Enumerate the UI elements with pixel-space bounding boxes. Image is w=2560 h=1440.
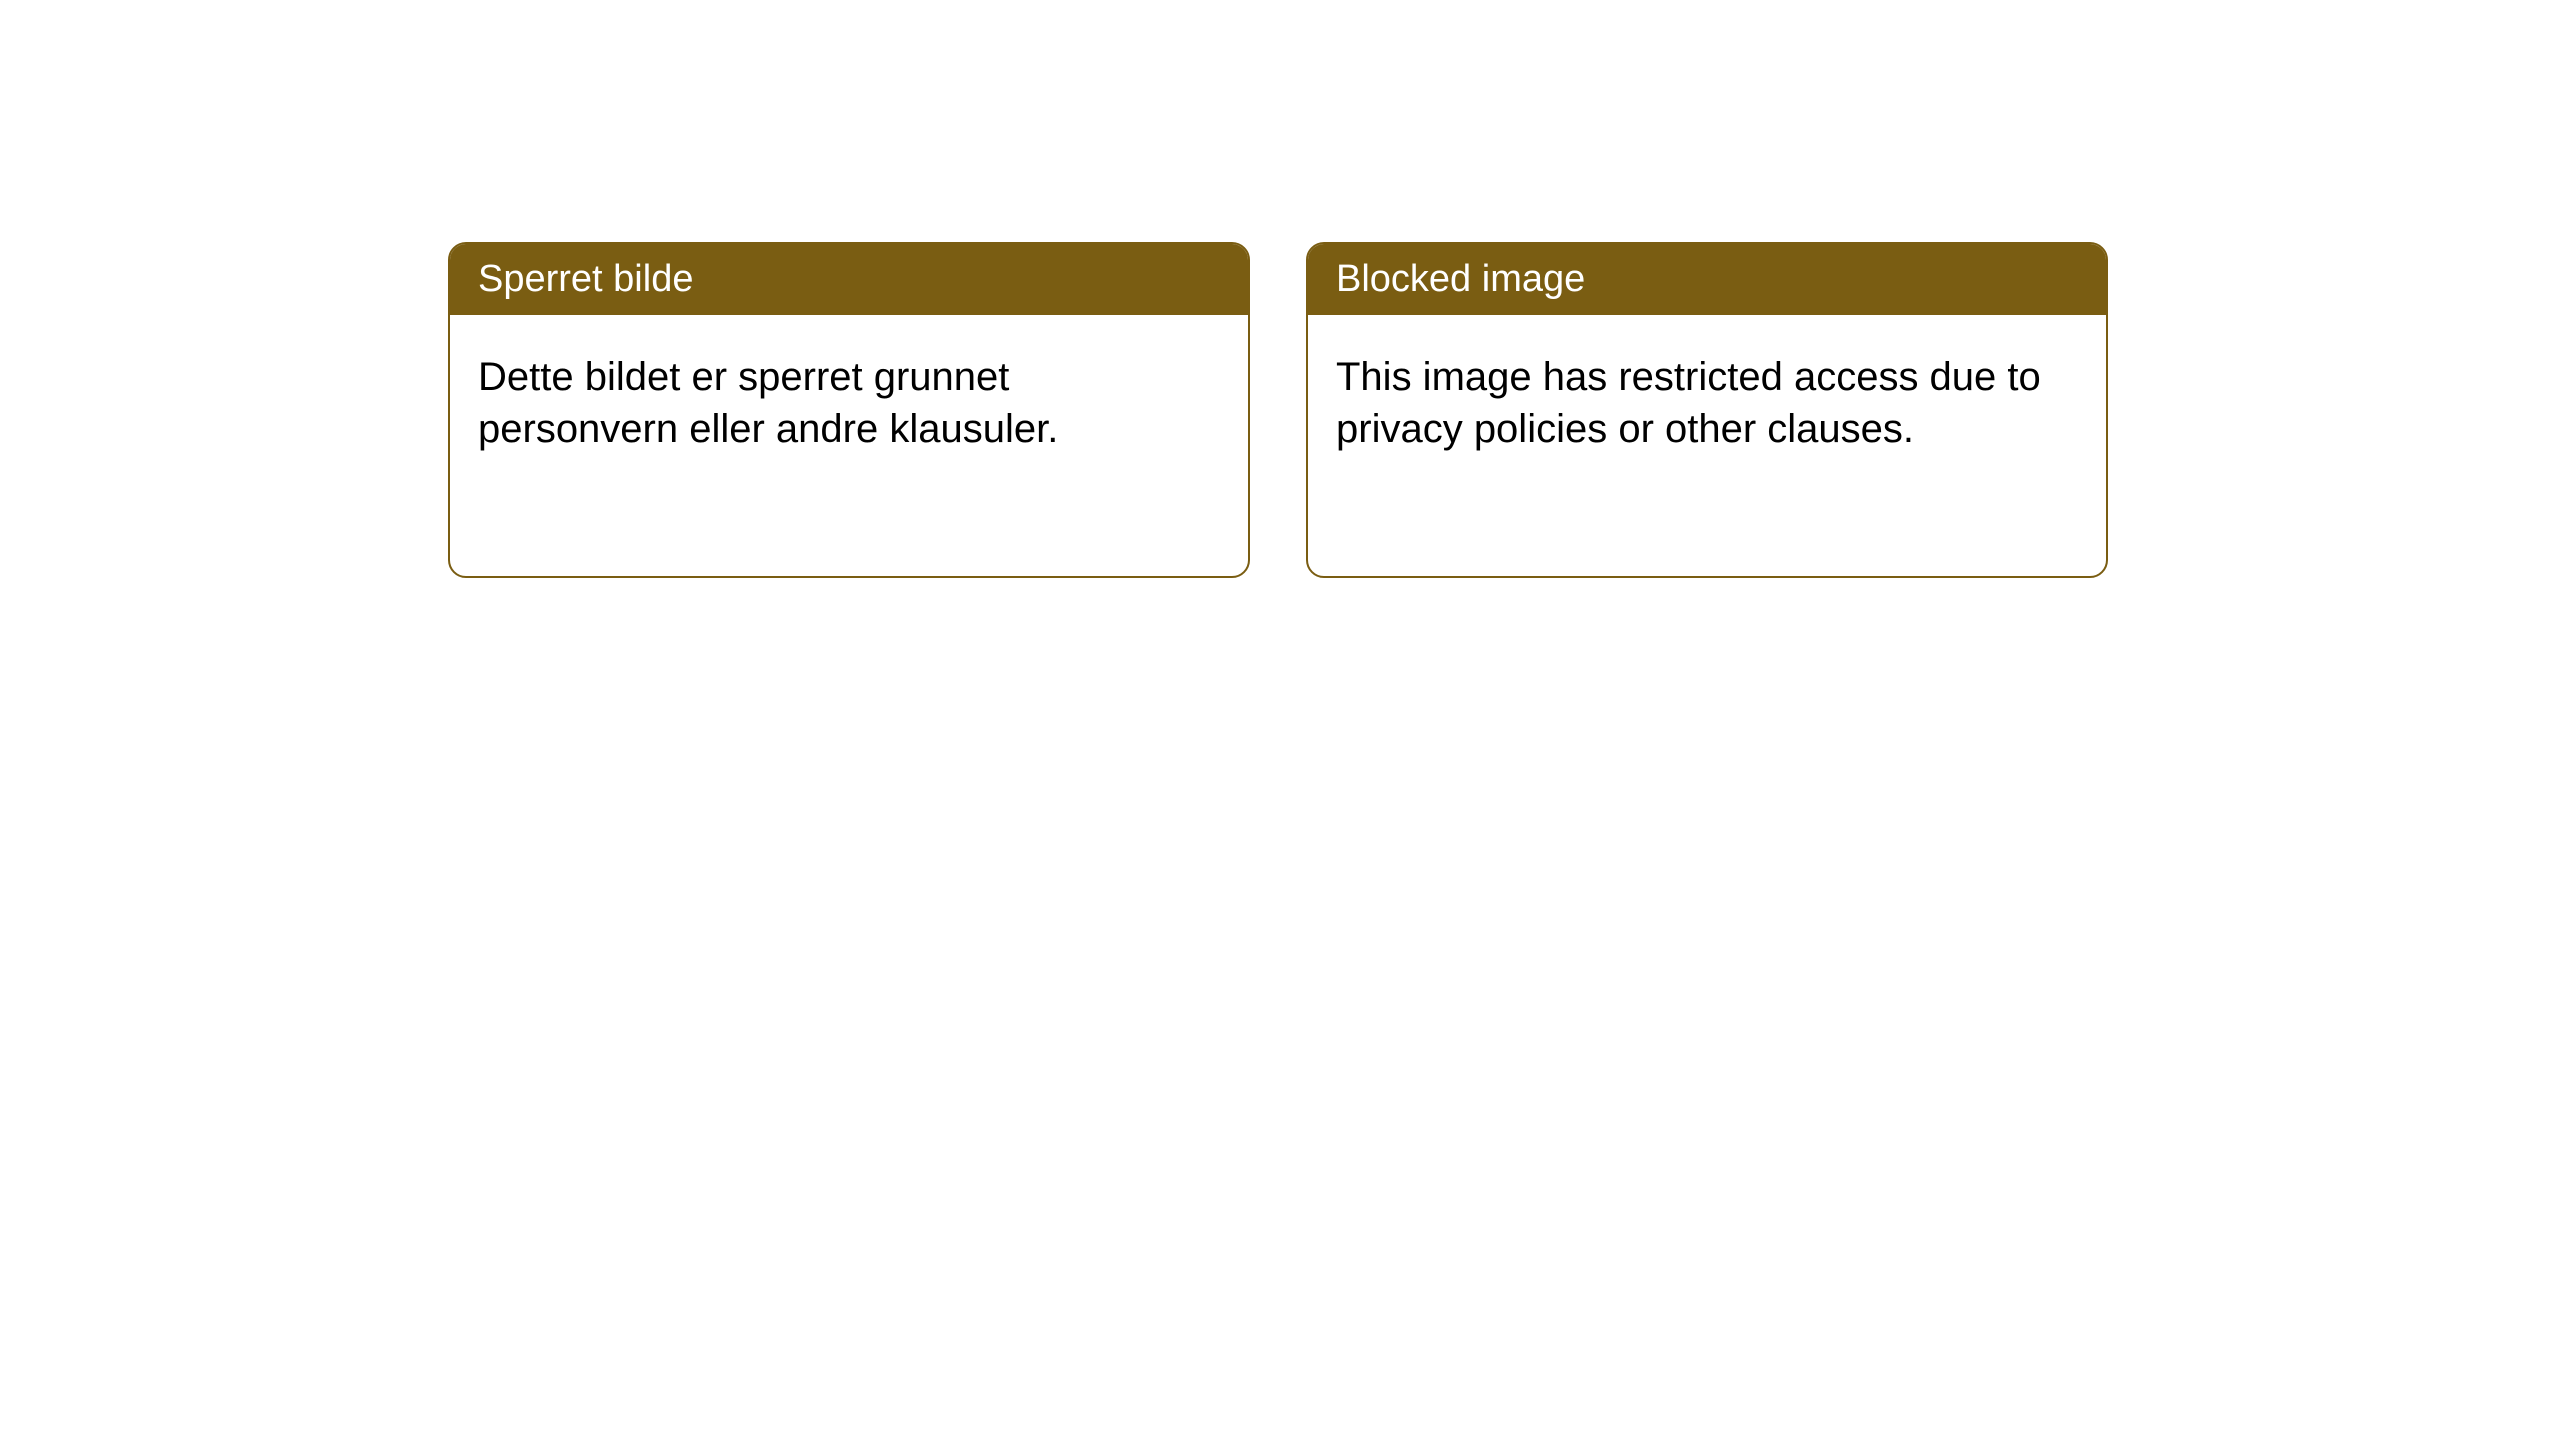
notice-card-no: Sperret bilde Dette bildet er sperret gr… (448, 242, 1250, 578)
notice-container: Sperret bilde Dette bildet er sperret gr… (448, 242, 2108, 578)
notice-card-text: This image has restricted access due to … (1336, 355, 2041, 451)
notice-card-text: Dette bildet er sperret grunnet personve… (478, 355, 1058, 451)
notice-card-body: This image has restricted access due to … (1308, 315, 2106, 491)
notice-card-header: Sperret bilde (450, 244, 1248, 315)
notice-card-header: Blocked image (1308, 244, 2106, 315)
notice-card-en: Blocked image This image has restricted … (1306, 242, 2108, 578)
notice-card-title: Sperret bilde (478, 258, 693, 300)
notice-card-body: Dette bildet er sperret grunnet personve… (450, 315, 1248, 491)
notice-card-title: Blocked image (1336, 258, 1585, 300)
